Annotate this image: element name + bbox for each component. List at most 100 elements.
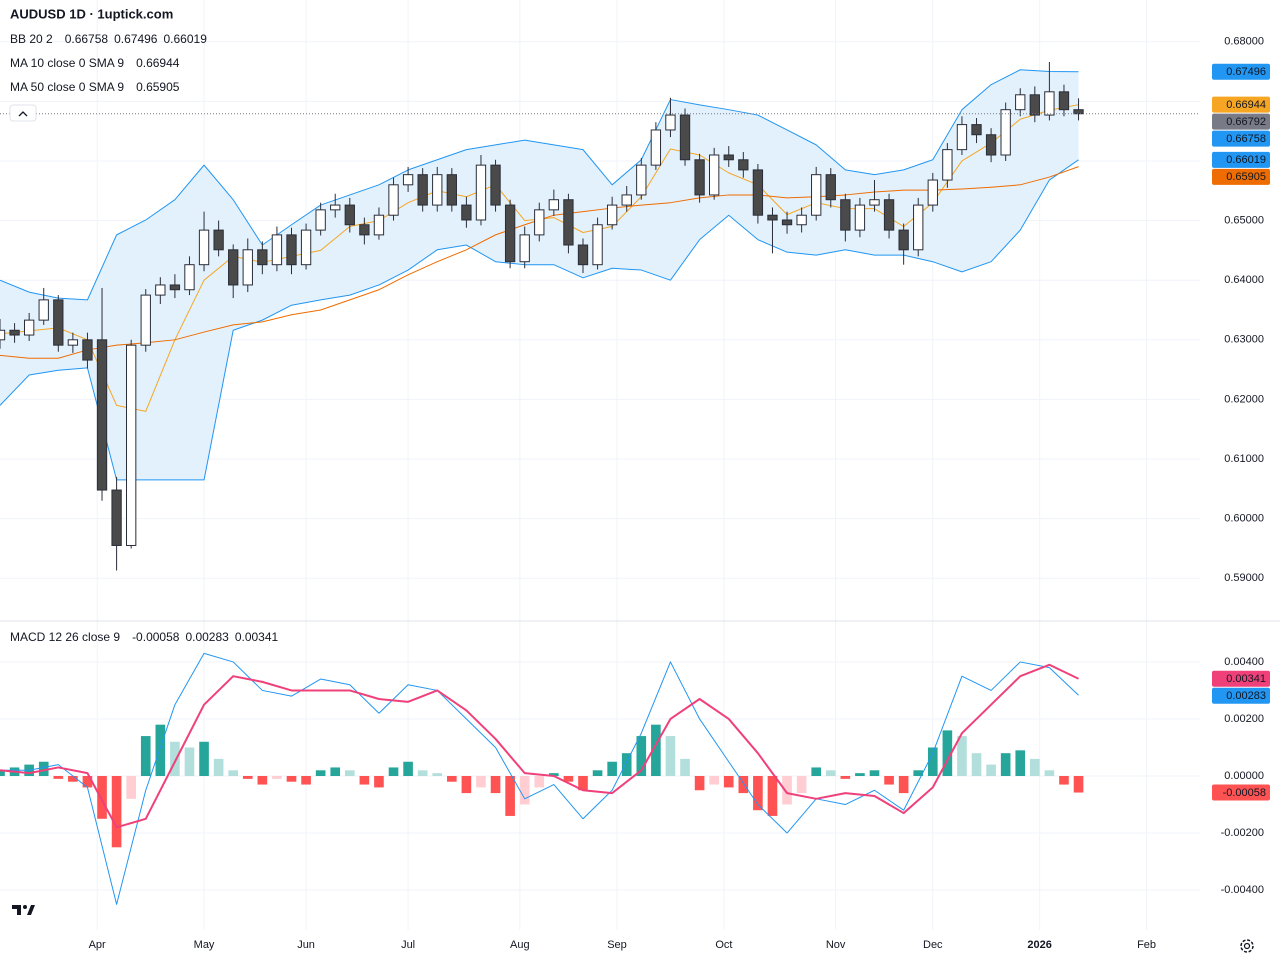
y-tick-label: -0.00200 [1221,827,1264,839]
histogram-bar [388,767,399,776]
candle-body [388,184,399,216]
collapse-chevron [18,111,28,117]
y-tick-label: 0.68000 [1224,36,1264,48]
candle-body [1073,109,1084,115]
candle-body [971,124,982,136]
candle-body [169,284,181,291]
histogram-bar [738,776,749,794]
x-tick-label: May [194,939,215,951]
candle-body [709,154,720,196]
histogram-bar [563,776,574,782]
candle-body [606,204,618,226]
settings-button[interactable] [1240,939,1254,953]
price-badge-label: 0.65905 [1226,171,1266,183]
price-badge-label: 0.66792 [1226,116,1266,128]
collapse-button-box[interactable] [9,104,37,122]
candle-body [898,229,909,251]
histogram-bar [315,770,326,776]
candle-body [213,229,224,251]
histogram-bar [811,767,822,776]
histogram-bar [53,776,64,779]
price-badge-label: 0.66019 [1226,154,1266,166]
candle-body [636,164,647,196]
histogram-bar [884,776,894,785]
candle-body [1058,91,1070,111]
candle-body [242,249,253,286]
histogram-bar [126,776,136,799]
candle-body [446,174,457,206]
candle-body [577,244,589,266]
candle-body [621,194,632,206]
candle-body [228,249,239,286]
logo[interactable] [12,905,35,915]
candle-body [67,339,79,346]
y-tick-label: 0.62000 [1224,393,1264,405]
candle-body [432,174,443,206]
histogram-bar [913,770,924,776]
histogram-bar [1059,776,1069,785]
candle-body [665,114,676,131]
candle-body [9,329,20,336]
candle-body [650,129,662,166]
logo-shape [27,905,35,915]
candle-body [738,159,749,171]
candle-body [840,199,851,231]
candle-body [1000,109,1011,156]
histogram-bar [855,773,865,776]
price-badge [1212,96,1270,113]
text-layer: AUDUSD 1D · 1uptick.com 0.59000 0.60000 0.… [10,6,1270,951]
candle-body [1029,94,1040,116]
candle-body [767,214,778,221]
histogram-bar [155,724,166,776]
gear-inner [1243,942,1251,950]
y-tick-label: 0.60000 [1224,513,1264,525]
histogram-bar [170,741,180,776]
histogram-bar [680,758,690,776]
collapse-button[interactable] [9,104,37,122]
y-tick-label: 0.64000 [1224,274,1264,286]
candle-body [461,204,472,221]
x-tick-label: Nov [826,939,846,951]
gear-outer[interactable] [1240,939,1254,953]
candle-body [300,229,312,266]
histogram-bar [344,770,355,776]
histogram-bar [417,770,428,776]
histogram-bar [68,776,78,782]
price-badge [1212,687,1270,704]
candle-body [402,174,414,186]
candle-body [519,234,530,263]
histogram-bar [840,776,851,779]
histogram-bar [665,736,676,776]
candle-body [825,174,836,201]
candle-body [869,199,880,206]
histogram-bar [432,773,443,776]
candle-body [811,174,822,216]
histogram-bar [753,776,763,811]
histogram-bar [490,776,501,794]
histogram-bar [519,776,530,805]
histogram-bar [898,776,909,794]
legend-value: 0.66944 [136,56,180,70]
candle-body [1015,94,1026,111]
signal-line [0,663,1079,829]
x-tick-label: Dec [923,939,943,951]
price-badge [1212,784,1270,801]
candle-body [38,299,49,321]
histogram-bar [38,761,49,776]
legend-value: 0.67496 [114,32,158,46]
histogram-bar [111,776,122,848]
histogram-bar [447,776,457,782]
y-tick-label: 0.00400 [1224,656,1264,668]
candle-body [286,234,297,266]
candle-body [927,179,938,206]
x-tick-label: Jun [297,939,315,951]
histogram-bar [374,776,384,788]
candle-body [82,339,93,361]
legend-value: 0.66758 [65,32,109,46]
histogram-bar [927,747,938,776]
legend-label: MA 10 close 0 SMA 9 [10,56,124,70]
candle-body [942,149,953,181]
legend-value: 0.66019 [163,32,207,46]
candle-body [504,204,516,263]
